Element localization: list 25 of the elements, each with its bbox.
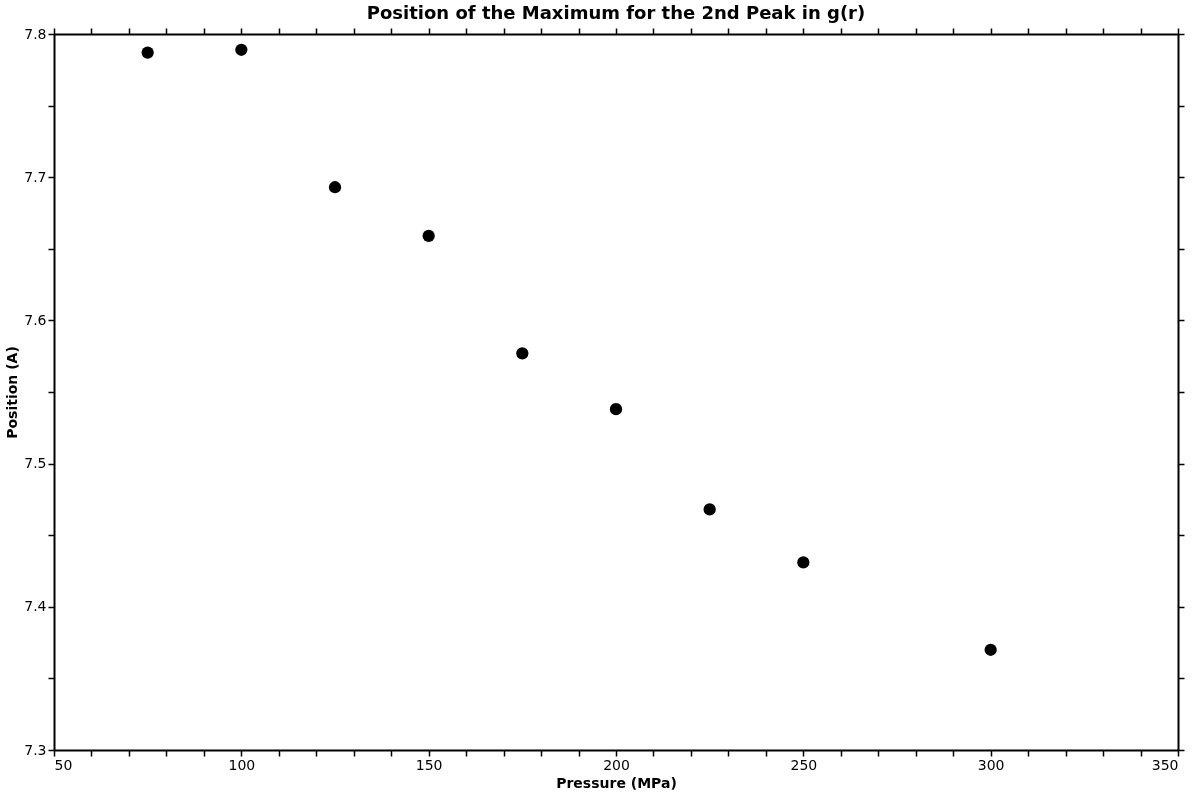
chart-title: Position of the Maximum for the 2nd Peak in g(r): [366, 2, 866, 23]
point: [235, 43, 248, 56]
x-tick-label: 300: [977, 756, 1005, 773]
x-tick-label: 100: [228, 756, 256, 773]
x-tick-label: 50: [54, 756, 73, 773]
point: [328, 181, 342, 194]
x-tick-label: 350: [1151, 756, 1179, 773]
y-tick-label: 7.5: [24, 455, 47, 472]
point: [516, 347, 529, 360]
point: [422, 229, 435, 243]
y-tick-label: 7.6: [24, 311, 47, 328]
point: [141, 46, 154, 59]
y-tick-label: 7.7: [24, 168, 47, 185]
y-tick-label: 7.3: [24, 741, 47, 758]
y-tick-label: 7.4: [24, 598, 47, 615]
x-tick-label: 150: [415, 756, 443, 773]
point: [609, 403, 623, 416]
x-axis-title: Pressure (MPa): [556, 774, 677, 791]
x-tick-label: 250: [790, 756, 818, 773]
point: [703, 503, 716, 516]
point: [797, 556, 810, 569]
point: [984, 643, 997, 656]
y-axis-title: Position (A): [4, 346, 21, 439]
x-tick-label: 200: [603, 756, 630, 773]
y-tick-label: 7.8: [24, 25, 47, 42]
